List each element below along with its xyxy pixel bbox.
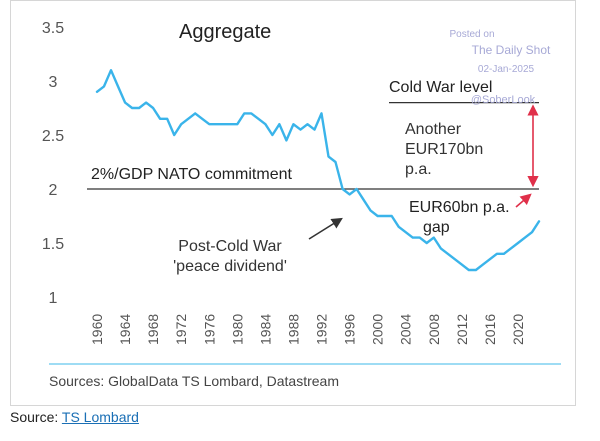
- peace-dividend-line-1: Post-Cold War: [178, 238, 282, 255]
- reference-lines: [87, 101, 539, 190]
- x-tick-label: 1968: [145, 314, 161, 345]
- gap-annotation-line-2: gap: [423, 219, 450, 236]
- y-tick-label: 2.5: [42, 128, 64, 145]
- y-tick-label: 1.5: [42, 236, 64, 253]
- watermark-line-1: Posted on: [449, 29, 494, 40]
- watermark-line-2: The Daily Shot: [472, 43, 551, 57]
- x-tick-label: 2016: [482, 314, 498, 345]
- source-prefix: Source:: [10, 409, 62, 425]
- x-tick-label: 2020: [510, 314, 526, 345]
- annotation-arrows: [308, 104, 539, 240]
- another-annotation-line-3: p.a.: [405, 161, 432, 178]
- another-annotation-line-1: Another: [405, 121, 462, 138]
- x-tick-label: 2008: [426, 314, 442, 345]
- x-tick-label: 2004: [398, 314, 414, 345]
- y-tick-label: 3.5: [42, 20, 64, 37]
- x-tick-label: 1984: [257, 314, 273, 345]
- x-tick-label: 1964: [117, 314, 133, 345]
- y-axis-ticks: 1 1.5 2 2.5 3 3.5: [42, 20, 64, 307]
- chart-title: Aggregate: [179, 21, 271, 43]
- chart-svg: 1 1.5 2 2.5 3 3.5 1960 1964 1968 1972 1976 1980 198…: [42, 20, 561, 389]
- x-tick-label: 2000: [370, 314, 386, 345]
- nato-commitment-label: 2%/GDP NATO commitment: [91, 166, 292, 183]
- x-tick-label: 1992: [314, 314, 330, 345]
- y-tick-label: 3: [49, 74, 58, 91]
- chart-card: 1 1.5 2 2.5 3 3.5 1960 1964 1968 1972 1976 1980 198…: [10, 0, 576, 406]
- x-tick-label: 1996: [342, 314, 358, 345]
- series-line: [95, 68, 541, 272]
- x-tick-label: 1988: [285, 314, 301, 345]
- peace-dividend-arrow: [308, 217, 343, 240]
- peace-dividend-line-2: 'peace dividend': [173, 258, 287, 275]
- x-tick-label: 1980: [229, 314, 245, 345]
- x-tick-label: 2012: [454, 314, 470, 345]
- series-group: [95, 68, 541, 272]
- cold-war-label: Cold War level: [389, 79, 492, 96]
- watermark-line-3: 02-Jan-2025: [478, 64, 535, 75]
- x-tick-label: 1976: [201, 314, 217, 345]
- watermark: Posted on The Daily Shot 02-Jan-2025 @So…: [449, 29, 551, 106]
- x-axis-ticks: 1960 1964 1968 1972 1976 1980 1984 1988 1992 1996…: [89, 314, 526, 345]
- current-gap-arrow: [515, 193, 532, 208]
- x-tick-label: 1960: [89, 314, 105, 345]
- chart-sources: Sources: GlobalData TS Lombard, Datastre…: [49, 373, 339, 389]
- source-link[interactable]: TS Lombard: [61, 409, 139, 425]
- y-tick-label: 2: [49, 182, 58, 199]
- x-tick-label: 1972: [173, 314, 189, 345]
- source-line: Source: TS Lombard: [10, 409, 139, 425]
- gap-annotation-line-1: EUR60bn p.a.: [409, 199, 510, 216]
- y-tick-label: 1: [49, 290, 58, 307]
- watermark-line-4: @SoberLook: [471, 94, 536, 106]
- another-annotation-line-2: EUR170bn: [405, 141, 483, 158]
